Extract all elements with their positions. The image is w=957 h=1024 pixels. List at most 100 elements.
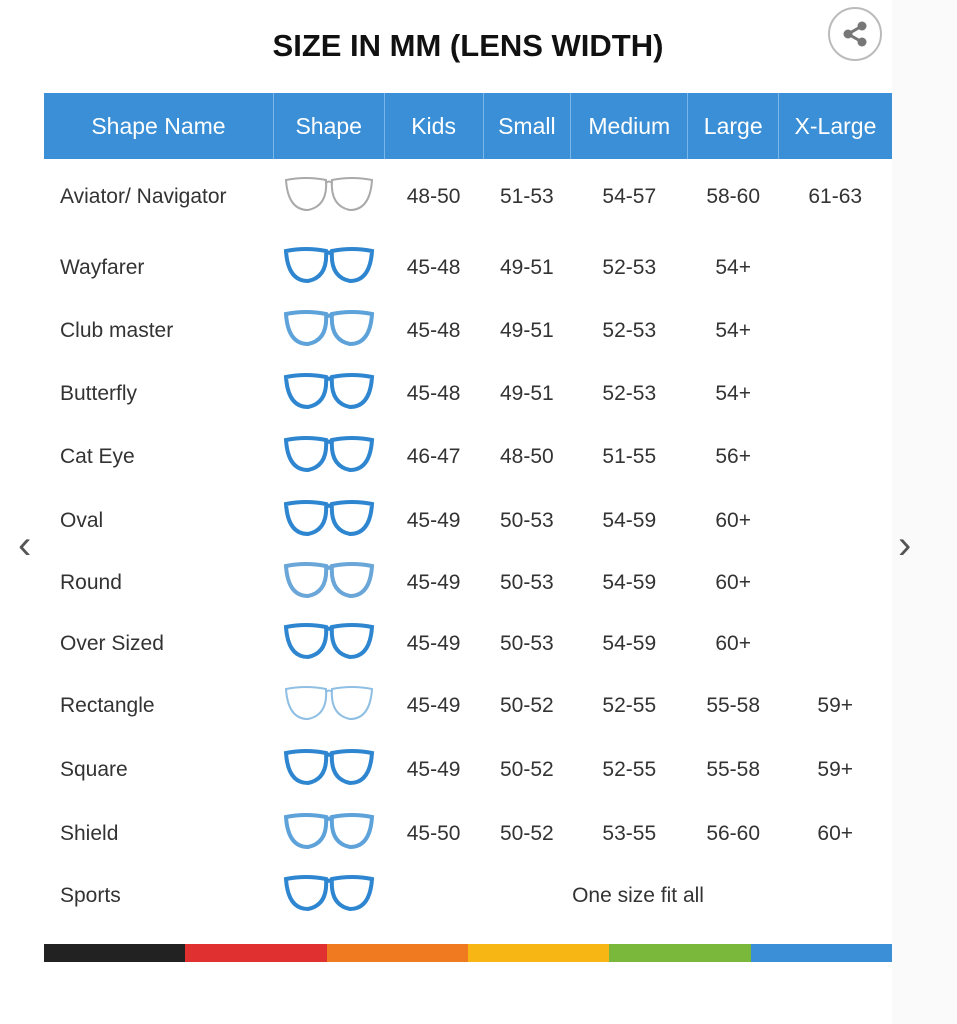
size-value: 49-51 [499, 381, 554, 405]
column-header: Shape Name [44, 93, 274, 159]
size-value: 59+ [817, 694, 854, 717]
stripe-segment [609, 944, 751, 962]
size-value: 51-53 [499, 185, 554, 208]
size-value: 60+ [715, 571, 751, 594]
rectangle-glasses-icon [273, 675, 384, 737]
size-value: 46-47 [406, 445, 461, 468]
column-header: X-Large [778, 93, 892, 159]
size-value: 52-53 [602, 381, 657, 405]
size-value: 52-53 [602, 319, 657, 342]
shape-name: Sports [60, 884, 121, 907]
size-value: 49-51 [499, 255, 554, 279]
shape-name: Rectangle [60, 694, 155, 717]
round-glasses-icon [273, 553, 384, 613]
table-row: Round 45-49 50-53 54-59 60+ [44, 553, 892, 613]
shape-name: Oval [60, 509, 104, 532]
size-value: 59+ [817, 758, 854, 781]
size-value: 50-53 [499, 571, 554, 594]
size-value [778, 613, 892, 675]
size-value: 45-49 [406, 632, 461, 655]
column-header: Small [483, 93, 572, 159]
size-value: 60+ [817, 822, 854, 845]
table-row: Oval 45-49 50-53 54-59 60+ [44, 489, 892, 553]
shape-name: Square [60, 758, 128, 781]
page-title: SIZE IN MM (LENS WIDTH) [272, 28, 664, 63]
size-value: 50-52 [499, 822, 554, 845]
oversized-glasses-icon [273, 613, 384, 675]
prev-arrow-icon[interactable]: ‹ [18, 523, 32, 567]
square-glasses-icon [273, 737, 384, 803]
size-value: 54-57 [602, 185, 657, 208]
size-value: 55-58 [706, 694, 761, 717]
page-margin [892, 0, 957, 1024]
color-stripe [44, 944, 892, 962]
oval-glasses-icon [273, 489, 384, 553]
size-value: 60+ [715, 509, 751, 532]
aviator-glasses-icon [273, 159, 384, 235]
size-value: 58-60 [706, 185, 761, 208]
shape-name: Club master [60, 319, 174, 342]
next-arrow-icon[interactable]: › [898, 523, 912, 567]
size-value: 45-49 [406, 571, 461, 594]
size-table: Shape Name Shape Kids Small Medium Large X-Lar… [44, 93, 892, 927]
table-row: Wayfarer 45-48 49-51 52-53 54+ [44, 235, 892, 300]
sports-glasses-icon [273, 865, 384, 927]
butterfly-glasses-icon [273, 362, 384, 425]
size-value: 50-53 [499, 632, 554, 655]
share-icon [843, 21, 867, 47]
size-value [778, 553, 892, 613]
table-row: Cat Eye 46-47 48-50 51-55 56+ [44, 425, 892, 489]
size-value: 56-60 [706, 822, 761, 845]
table-row: Sports One size fit all [44, 865, 892, 927]
stripe-segment [44, 944, 186, 962]
size-value: 45-48 [406, 319, 461, 342]
size-value: 50-53 [499, 509, 554, 532]
cat-eye-glasses-icon [273, 425, 384, 489]
shape-name: Over Sized [60, 632, 164, 655]
size-value: 45-49 [406, 694, 461, 717]
size-value: 48-50 [406, 185, 461, 208]
column-header: Large [687, 93, 779, 159]
size-value: 56+ [715, 445, 751, 468]
size-value: 55-58 [706, 758, 761, 781]
table-row: Square 45-49 50-52 52-55 55-58 59+ [44, 737, 892, 803]
size-value: 54+ [715, 381, 751, 405]
size-value: 45-50 [406, 822, 461, 845]
column-header: Shape [273, 93, 385, 159]
shape-name: Round [60, 571, 122, 594]
size-value [778, 300, 892, 362]
shape-name: Wayfarer [60, 255, 145, 279]
size-value: 51-55 [602, 445, 657, 468]
table-row: Butterfly 45-48 49-51 52-53 54+ [44, 362, 892, 425]
size-value [778, 489, 892, 553]
size-value: 54-59 [602, 571, 657, 594]
size-value: 53-55 [602, 822, 657, 845]
column-header: Kids [384, 93, 484, 159]
shape-name: Butterfly [60, 381, 138, 405]
size-value: 49-51 [499, 319, 554, 342]
stripe-segment [185, 944, 327, 962]
size-value: 61-63 [808, 185, 863, 208]
table-row: Club master 45-48 49-51 52-53 54+ [44, 300, 892, 362]
wayfarer-glasses-icon [273, 235, 384, 300]
shape-name: Cat Eye [60, 445, 135, 468]
size-value [778, 362, 892, 425]
size-value: 54-59 [602, 509, 657, 532]
stripe-segment [750, 944, 892, 962]
stripe-segment [467, 944, 610, 962]
size-value: 48-50 [499, 445, 554, 468]
share-button[interactable] [828, 7, 882, 61]
size-note: One size fit all [572, 884, 704, 907]
clubmaster-glasses-icon [273, 300, 384, 362]
shape-name: Aviator/ Navigator [60, 185, 227, 208]
table-row: Aviator/ Navigator 48-50 51-53 54-57 58-60 61… [44, 159, 892, 235]
size-value: 52-55 [602, 694, 657, 717]
stripe-segment [326, 944, 468, 962]
table-row: Rectangle 45-49 50-52 52-55 55-58 59+ [44, 675, 892, 737]
size-value: 52-53 [602, 255, 657, 279]
size-value: 45-49 [406, 509, 461, 532]
size-value: 45-49 [406, 758, 461, 781]
size-value: 54+ [715, 319, 751, 342]
size-value: 50-52 [499, 758, 554, 781]
shield-glasses-icon [273, 803, 384, 865]
